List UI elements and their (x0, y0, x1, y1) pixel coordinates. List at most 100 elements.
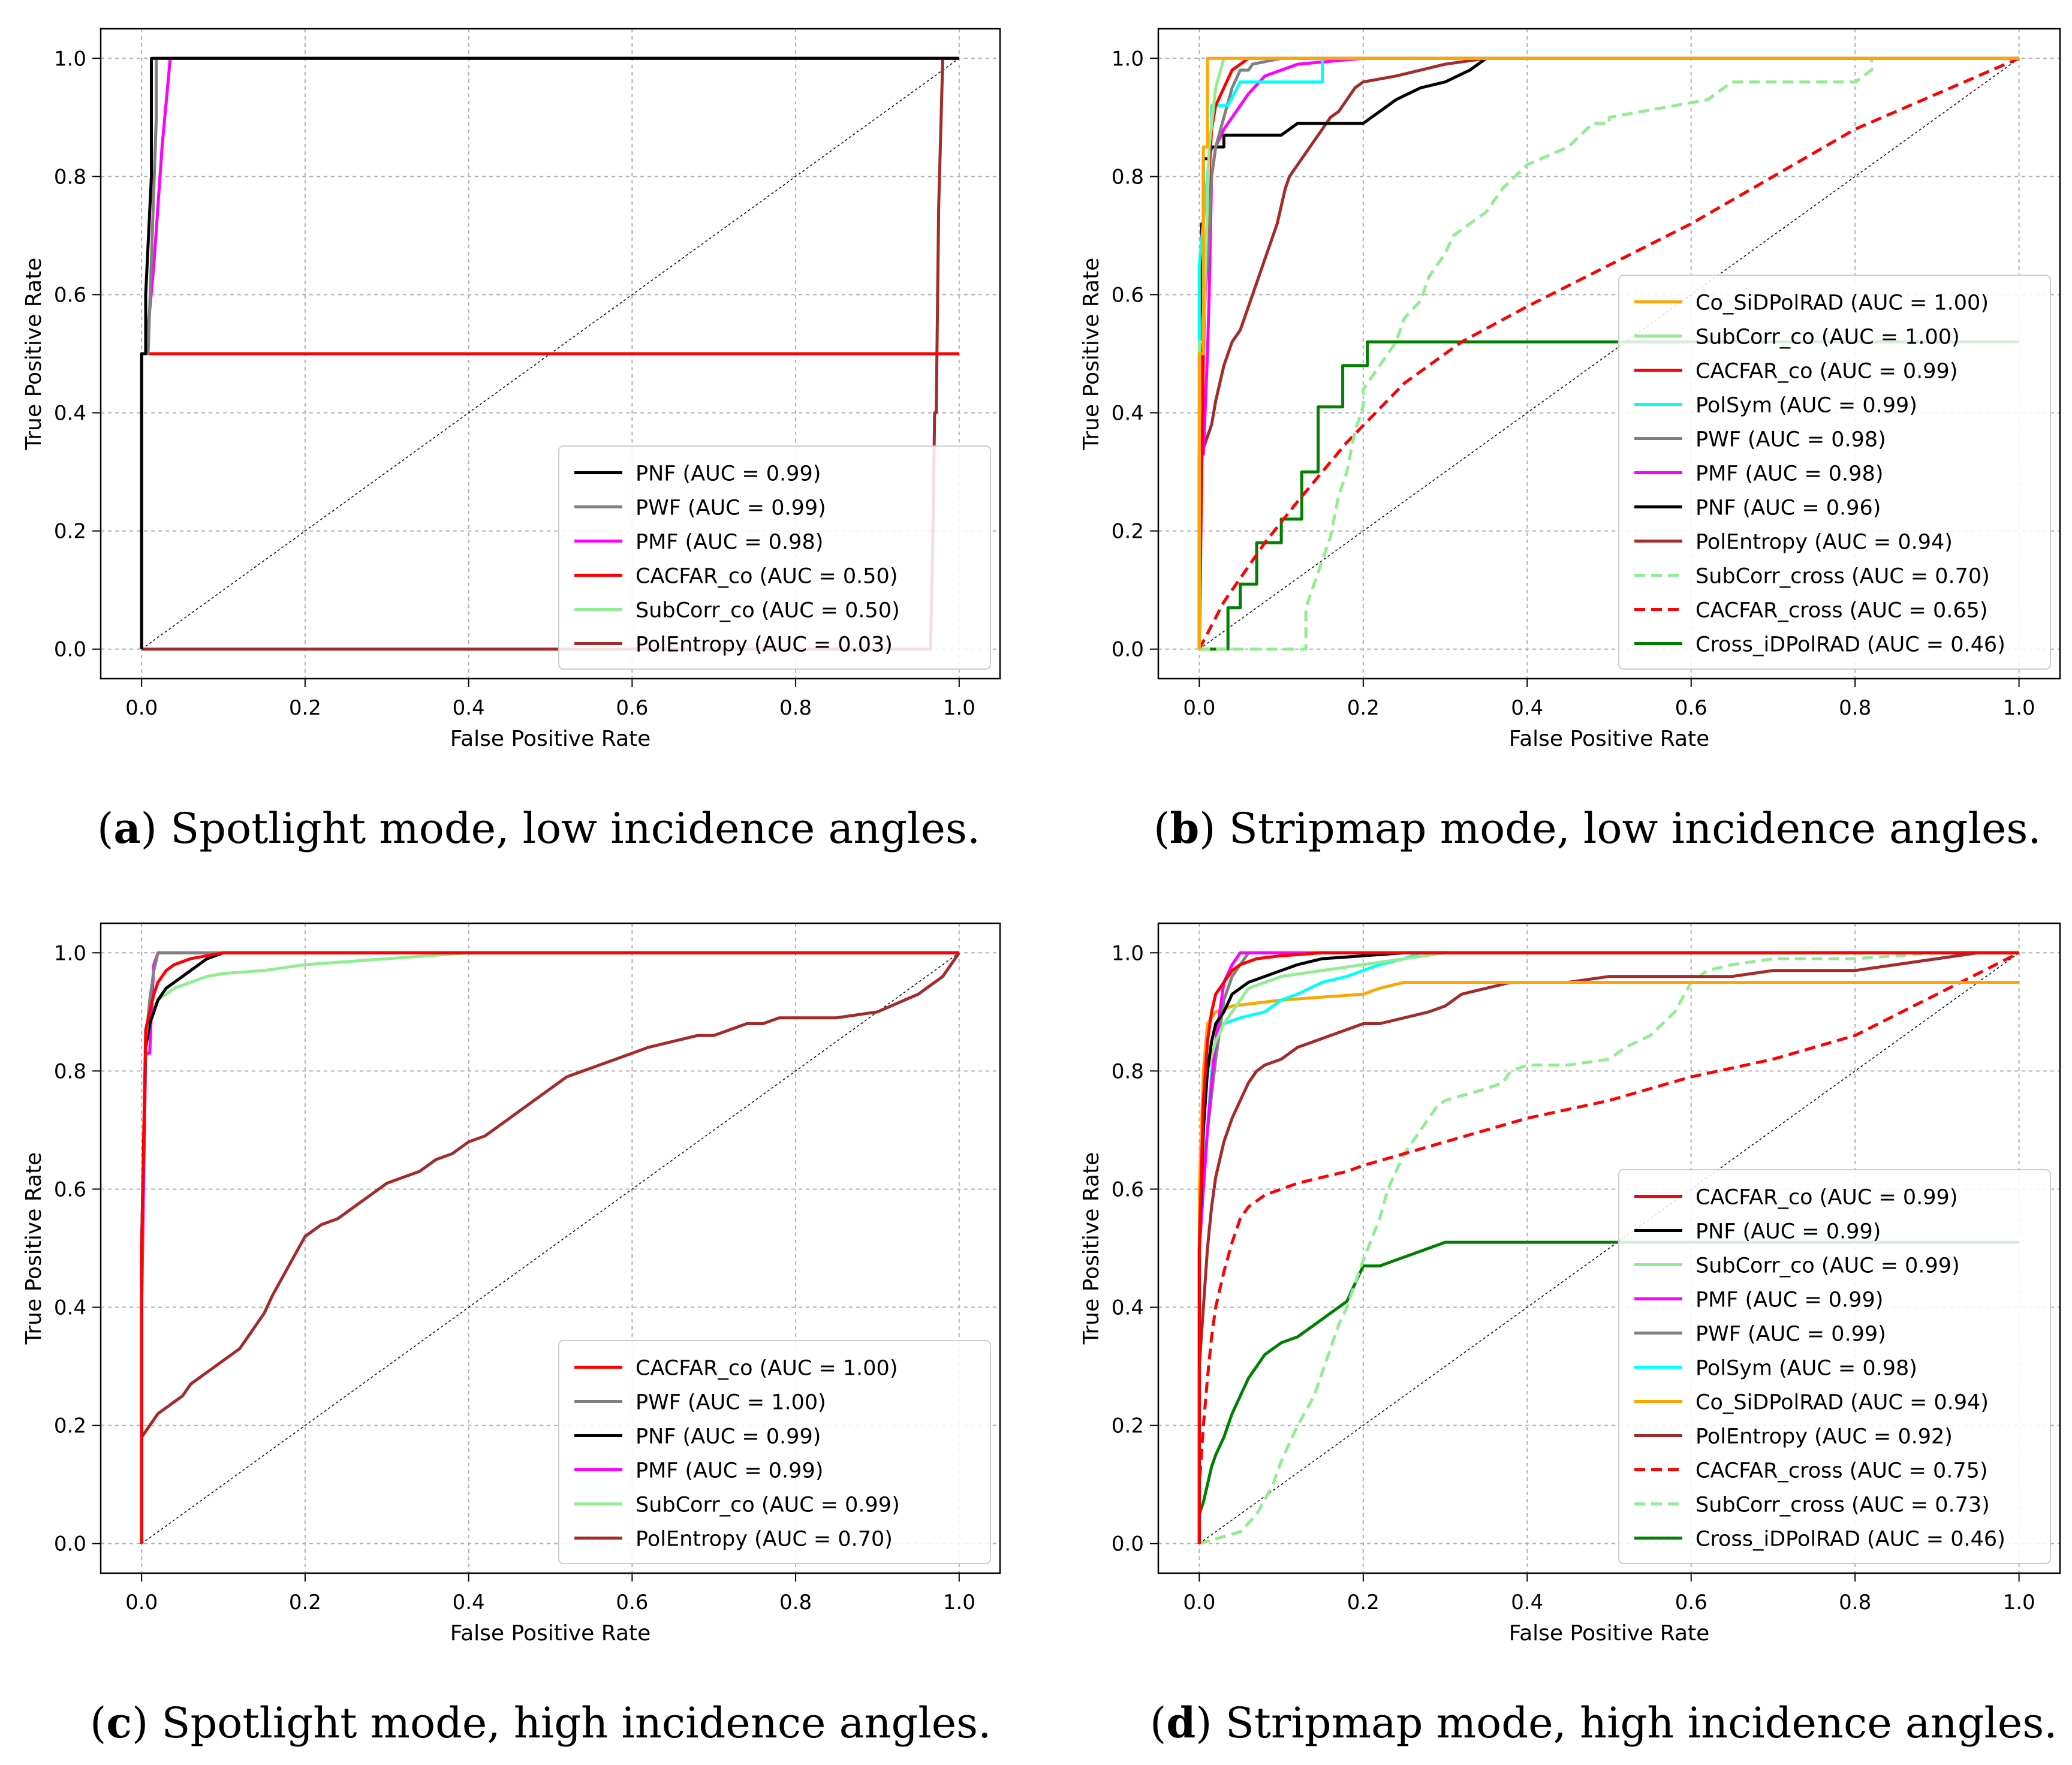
series-line (1198, 951, 2019, 1546)
x-tick-label: 0.8 (1839, 1591, 1871, 1615)
chance-diagonal (1198, 58, 2020, 650)
caption-text: Stripmap mode, high incidence angles. (1225, 1698, 2058, 1748)
series-line (140, 951, 960, 1544)
y-axis-label: True Positive Rate (22, 258, 46, 451)
legend-entry: PMF (AUC = 0.98) (636, 531, 823, 555)
legend-entry: SubCorr_cross (AUC = 0.70) (1695, 565, 1990, 589)
x-tick-label: 0.0 (125, 696, 158, 720)
legend-entry: PolEntropy (AUC = 0.92) (1695, 1425, 1953, 1449)
series-group (1197, 56, 2020, 651)
x-axis-label: False Positive Rate (450, 1621, 651, 1646)
x-tick-label: 0.2 (289, 1591, 321, 1615)
legend-entry: Cross_iDPolRAD (AUC = 0.46) (1695, 633, 2005, 657)
series-line (1197, 951, 2019, 1544)
y-tick-label: 1.0 (1112, 47, 1144, 71)
y-tick-label: 0.8 (54, 1059, 86, 1083)
series-line (1197, 951, 2019, 1544)
y-tick-label: 0.8 (54, 165, 86, 189)
legend-entry: PolEntropy (AUC = 0.03) (636, 633, 893, 657)
legend-entry: CACFAR_co (AUC = 0.99) (1695, 1186, 1957, 1210)
plot-frame (1157, 922, 2061, 1574)
y-tick-label: 0.8 (1112, 1059, 1144, 1083)
y-tick-label: 0.2 (1112, 1414, 1144, 1438)
series-line (140, 56, 959, 649)
legend-entry: PMF (AUC = 0.99) (636, 1459, 823, 1483)
legend-entry: PNF (AUC = 0.99) (636, 1425, 821, 1449)
series-line (1198, 57, 2020, 650)
legend-entry: PolEntropy (AUC = 0.70) (636, 1528, 893, 1552)
plot-frame (100, 28, 1001, 680)
legend-entry: Co_SiDPolRAD (AUC = 0.94) (1695, 1391, 1989, 1415)
chance-diagonal (141, 952, 960, 1544)
y-tick-label: 0.6 (1112, 283, 1144, 307)
x-tick-label: 0.6 (1675, 696, 1707, 720)
x-tick-label: 0.2 (289, 696, 321, 720)
caption-b: (b) Stripmap mode, low incidence angles. (1154, 803, 2041, 853)
x-tick-label: 0.4 (453, 1591, 485, 1615)
series-line (1197, 56, 2019, 649)
y-tick-label: 1.0 (54, 941, 86, 965)
legend-box (1618, 275, 2051, 670)
plot-frame (1157, 28, 2061, 680)
caption-text: Spotlight mode, low incidence angles. (170, 804, 981, 853)
series-line (1199, 56, 2019, 651)
y-axis-label: True Positive Rate (1079, 258, 1104, 451)
legend-entry: CACFAR_co (AUC = 1.00) (636, 1357, 898, 1381)
x-tick-label: 1.0 (2003, 696, 2035, 720)
x-tick-label: 0.4 (1511, 696, 1543, 720)
x-tick-label: 1.0 (943, 696, 975, 720)
series-line (1197, 951, 2019, 1544)
legend-entry: PWF (AUC = 0.99) (636, 496, 826, 520)
legend-entry: PWF (AUC = 0.99) (1695, 1323, 1886, 1347)
y-tick-label: 0.2 (1112, 520, 1144, 544)
series-group (140, 951, 960, 1544)
x-tick-label: 0.8 (1839, 696, 1871, 720)
legend-box (558, 1340, 991, 1564)
x-tick-label: 0.0 (125, 1591, 158, 1615)
series-group (1197, 951, 2020, 1546)
x-tick-label: 0.2 (1347, 696, 1380, 720)
y-tick-label: 0.4 (54, 1296, 86, 1320)
caption-label: d (1166, 1698, 1196, 1748)
y-tick-label: 0.0 (54, 1532, 86, 1556)
caption-c: (c) Spotlight mode, high incidence angle… (90, 1698, 992, 1748)
legend: Co_SiDPolRAD (AUC = 1.00) SubCorr_co (AUC… (1618, 275, 2051, 670)
legend-box (558, 445, 991, 670)
legend-entry: PWF (AUC = 0.98) (1695, 428, 1886, 452)
x-axis-label: False Positive Rate (1509, 1621, 1710, 1646)
x-tick-label: 0.8 (779, 1591, 812, 1615)
series-line (140, 951, 959, 1544)
legend-entry: Cross_iDPolRAD (AUC = 0.46) (1695, 1528, 2005, 1552)
y-tick-label: 0.0 (1112, 638, 1144, 662)
series-line (1197, 951, 2020, 1544)
x-tick-label: 0.4 (453, 696, 485, 720)
legend-entry: PNF (AUC = 0.96) (1695, 496, 1881, 520)
y-tick-label: 0.4 (54, 402, 86, 426)
x-tick-label: 0.2 (1347, 1591, 1380, 1615)
legend-entry: PNF (AUC = 0.99) (1695, 1220, 1881, 1244)
caption-label: c (106, 1698, 132, 1748)
y-tick-label: 0.4 (1112, 402, 1144, 426)
x-tick-label: 1.0 (2003, 1591, 2035, 1615)
x-axis-label: False Positive Rate (450, 727, 651, 751)
y-tick-label: 0.4 (1112, 1296, 1144, 1320)
legend-entry: SubCorr_co (AUC = 0.50) (636, 599, 900, 623)
legend-entry: PolEntropy (AUC = 0.94) (1695, 531, 1953, 555)
caption-text: Spotlight mode, high incidence angles. (161, 1698, 992, 1748)
series-line (1197, 56, 2019, 649)
chance-diagonal (1198, 952, 2020, 1544)
chart-panel-b: 0.0 0.2 0.4 0.6 0.8 1.0 0.0 0.2 0.4 0.6 0.8 1.0 Fals… (1079, 28, 2061, 751)
series-line (1197, 56, 2019, 649)
x-tick-label: 0.4 (1511, 1591, 1543, 1615)
legend-entry: PolSym (AUC = 0.99) (1695, 394, 1917, 418)
chart-panel-d: 0.0 0.2 0.4 0.6 0.8 1.0 0.0 0.2 0.4 0.6 0.8 1.0 Fals… (1079, 922, 2061, 1646)
caption-label: a (113, 803, 141, 853)
y-tick-label: 0.2 (54, 520, 86, 544)
legend-entry: CACFAR_cross (AUC = 0.65) (1695, 599, 1988, 623)
legend-entry: SubCorr_cross (AUC = 0.73) (1695, 1493, 1990, 1517)
series-line (1197, 56, 2019, 649)
x-tick-label: 0.0 (1183, 1591, 1215, 1615)
x-tick-label: 0.6 (616, 1591, 648, 1615)
legend: CACFAR_co (AUC = 0.99) PNF (AUC = 0.99) Su… (1618, 1169, 2051, 1564)
